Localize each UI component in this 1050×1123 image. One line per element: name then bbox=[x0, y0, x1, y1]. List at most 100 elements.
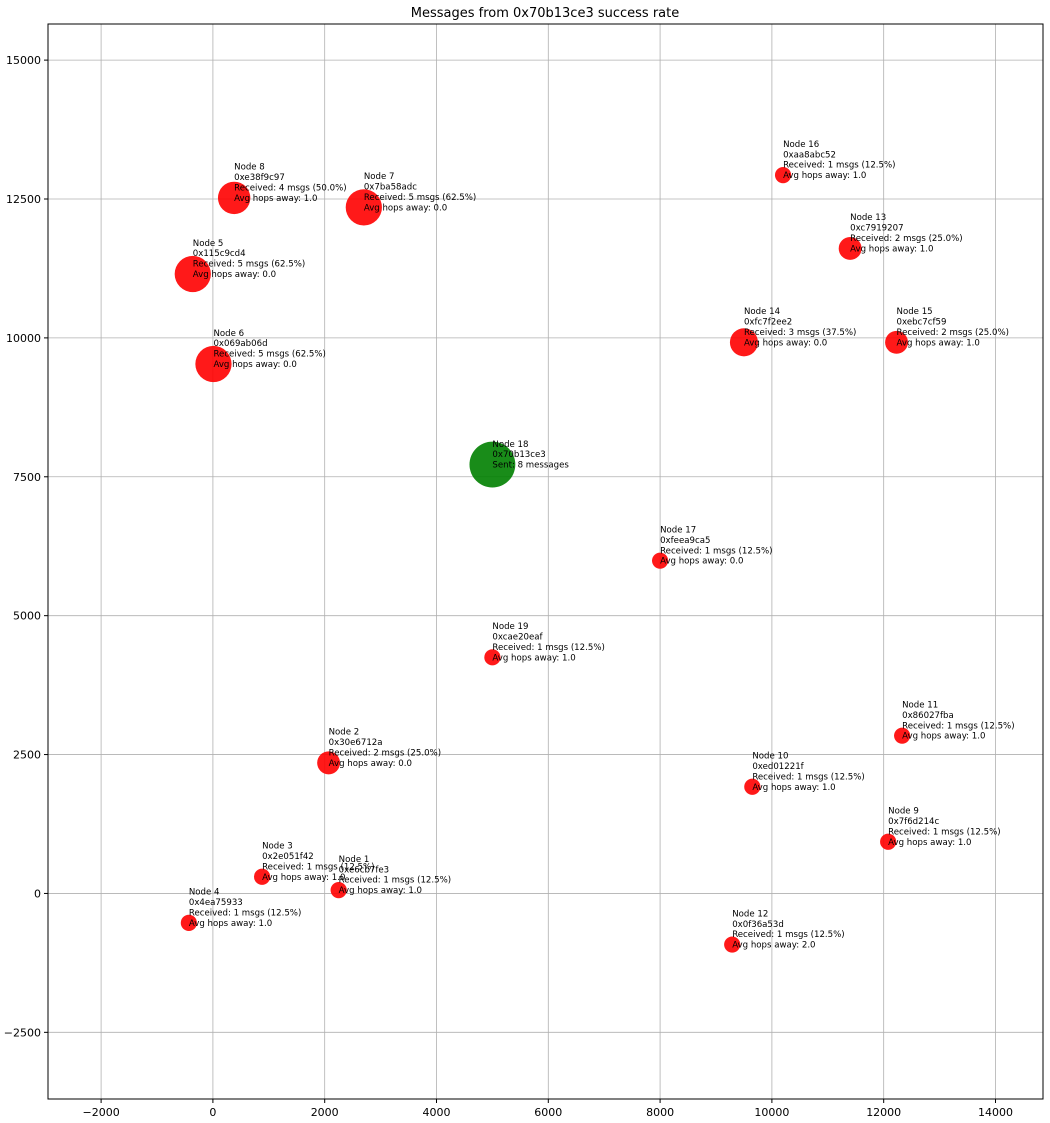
node-point bbox=[894, 727, 911, 744]
node-point bbox=[217, 181, 251, 215]
node-annotation-line: Avg hops away: 2.0 bbox=[732, 941, 815, 951]
node-annotation-line: Node 19 bbox=[492, 622, 528, 632]
y-tick-label: 10000 bbox=[6, 332, 41, 345]
sender-node-point bbox=[469, 441, 516, 488]
node-annotation-line: Received: 1 msgs (12.5%) bbox=[492, 643, 604, 653]
node-annotation-line: Node 11 bbox=[902, 700, 938, 710]
y-tick-label: 7500 bbox=[13, 471, 41, 484]
node-point bbox=[195, 345, 232, 383]
node-annotation-line: Node 5 bbox=[193, 239, 224, 249]
node-annotation-line: 0xc7919207 bbox=[850, 224, 903, 234]
node-annotation-line: 0xebc7cf59 bbox=[897, 318, 947, 328]
x-tick-label: 8000 bbox=[646, 1106, 674, 1119]
node-annotation-line: Sent: 8 messages bbox=[492, 461, 569, 471]
grid-lines bbox=[48, 24, 1043, 1099]
node-annotation-line: Avg hops away: 1.0 bbox=[234, 194, 317, 204]
node-annotation-line: Avg hops away: 1.0 bbox=[783, 171, 866, 181]
node-annotation-line: 0x2e051f42 bbox=[262, 852, 314, 862]
node-annotation-line: Node 12 bbox=[732, 909, 768, 919]
node-annotation-line: Avg hops away: 1.0 bbox=[850, 244, 933, 254]
node-point bbox=[729, 328, 758, 357]
node-point bbox=[330, 882, 347, 899]
node-annotation-line: Received: 1 msgs (12.5%) bbox=[783, 161, 895, 171]
node-annotation-line: Received: 3 msgs (37.5%) bbox=[744, 328, 856, 338]
node-annotation-line: Avg hops away: 0.0 bbox=[744, 338, 827, 348]
node-annotation-line: Avg hops away: 1.0 bbox=[897, 338, 980, 348]
node-annotation-line: Received: 5 msgs (62.5%) bbox=[193, 260, 305, 270]
node-annotation-line: Node 14 bbox=[744, 307, 780, 317]
node-annotation-line: Received: 5 msgs (62.5%) bbox=[364, 193, 476, 203]
node-annotation-line: Received: 1 msgs (12.5%) bbox=[660, 546, 772, 556]
y-tick-label: 0 bbox=[34, 887, 41, 900]
node-annotation-line: 0xaa8abc52 bbox=[783, 150, 836, 160]
node-annotation-line: Node 13 bbox=[850, 213, 886, 223]
node-annotation-line: Received: 1 msgs (12.5%) bbox=[262, 862, 374, 872]
node-annotation-line: Node 9 bbox=[888, 807, 919, 817]
node-point bbox=[317, 751, 341, 775]
node-annotation-line: 0xfeea9ca5 bbox=[660, 536, 710, 546]
node-annotation-line: Received: 5 msgs (62.5%) bbox=[213, 350, 325, 360]
node-annotation-line: Node 7 bbox=[364, 172, 395, 182]
node-annotation-line: Received: 2 msgs (25.0%) bbox=[850, 234, 962, 244]
x-tick-label: 4000 bbox=[422, 1106, 450, 1119]
node-annotation-line: Avg hops away: 1.0 bbox=[189, 919, 272, 929]
x-tick-label: 2000 bbox=[311, 1106, 339, 1119]
node-point bbox=[253, 868, 271, 885]
node-annotation-line: Node 1 bbox=[339, 855, 370, 865]
axis-ticks: −2000 0 2000 4000 6000 8000 10000 12000 14000 −25… bbox=[4, 54, 1013, 1119]
x-tick-label: 10000 bbox=[754, 1106, 789, 1119]
node-annotation-line: 0xcae20eaf bbox=[492, 633, 543, 643]
node-annotation-line: 0xe6cb7fe3 bbox=[339, 865, 389, 875]
node-point bbox=[724, 936, 741, 953]
node-annotation-line: 0x4ea75933 bbox=[189, 898, 243, 908]
node-annotation-line: Avg hops away: 1.0 bbox=[888, 838, 971, 848]
node-annotation-line: 0xed01221f bbox=[752, 762, 804, 772]
x-tick-label: −2000 bbox=[82, 1106, 119, 1119]
node-annotation-line: Avg hops away: 0.0 bbox=[329, 759, 412, 769]
node-annotation-line: Node 2 bbox=[329, 728, 360, 738]
node-annotation-line: 0x7ba58adc bbox=[364, 183, 417, 193]
node-annotation-line: 0x70b13ce3 bbox=[492, 450, 545, 460]
node-annotation-line: Node 3 bbox=[262, 842, 293, 852]
node-annotation-line: 0xfc7f2ee2 bbox=[744, 318, 792, 328]
node-annotation-line: Node 17 bbox=[660, 525, 696, 535]
node-point bbox=[880, 833, 897, 850]
node-point bbox=[484, 649, 501, 666]
y-tick-label: 12500 bbox=[6, 193, 41, 206]
y-tick-label: 15000 bbox=[6, 54, 41, 67]
node-annotation-line: Received: 1 msgs (12.5%) bbox=[339, 876, 451, 886]
node-annotation-line: Avg hops away: 1.0 bbox=[339, 886, 422, 896]
node-annotation-line: Avg hops away: 0.0 bbox=[193, 270, 276, 280]
node-annotation-line: Node 16 bbox=[783, 140, 819, 150]
node-annotation-line: 0xe38f9c97 bbox=[234, 173, 285, 183]
node-annotation-line: Node 6 bbox=[213, 329, 244, 339]
node-annotation-line: Received: 4 msgs (50.0%) bbox=[234, 183, 346, 193]
data-points bbox=[174, 167, 911, 953]
x-tick-label: 12000 bbox=[866, 1106, 901, 1119]
node-annotation-line: Received: 2 msgs (25.0%) bbox=[329, 748, 441, 758]
node-point bbox=[744, 778, 761, 795]
y-tick-label: −2500 bbox=[4, 1026, 41, 1039]
y-tick-label: 5000 bbox=[13, 610, 41, 623]
node-point bbox=[180, 914, 197, 931]
x-tick-label: 0 bbox=[209, 1106, 216, 1119]
node-annotation-line: Node 8 bbox=[234, 163, 265, 173]
node-annotation-line: Node 18 bbox=[492, 440, 528, 450]
x-tick-label: 6000 bbox=[534, 1106, 562, 1119]
node-point bbox=[345, 189, 382, 226]
node-annotation-line: Received: 1 msgs (12.5%) bbox=[752, 772, 864, 782]
plot-frame bbox=[47, 23, 1044, 1100]
node-annotation-line: Avg hops away: 1.0 bbox=[752, 783, 835, 793]
node-annotation-line: Received: 1 msgs (12.5%) bbox=[732, 930, 844, 940]
node-annotation-line: Received: 1 msgs (12.5%) bbox=[888, 827, 1000, 837]
node-point bbox=[885, 330, 909, 354]
node-annotation-line: Received: 2 msgs (25.0%) bbox=[897, 328, 1009, 338]
node-annotation-line: Avg hops away: 0.0 bbox=[364, 203, 447, 213]
node-annotation-line: Avg hops away: 0.0 bbox=[660, 557, 743, 567]
node-point bbox=[174, 255, 211, 293]
node-annotation-line: 0x30e6712a bbox=[329, 738, 383, 748]
node-annotation-line: 0x7f6d214c bbox=[888, 817, 939, 827]
node-annotation-line: 0x0f36a53d bbox=[732, 920, 784, 930]
node-annotation-line: 0x115c9cd4 bbox=[193, 249, 246, 259]
